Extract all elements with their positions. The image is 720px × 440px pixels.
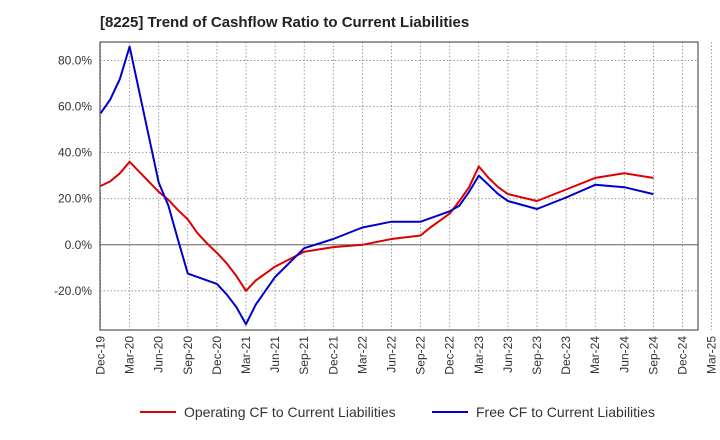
x-tick-labels: Dec-19 Mar-20 Jun-20 Sep-20 Dec-20 Mar-21 Jun-… — [94, 336, 719, 375]
x-tick-label: Mar-23 — [472, 336, 486, 374]
x-tick-label: Sep-20 — [181, 336, 195, 375]
grid-layer — [100, 42, 712, 330]
x-tick-label: Mar-21 — [239, 336, 253, 374]
x-tick-label: Jun-20 — [152, 336, 166, 373]
y-tick-label: 0.0% — [65, 238, 93, 252]
legend-operating: Operating CF to Current Liabilities — [140, 404, 396, 420]
plot-frame — [99, 41, 699, 331]
x-tick-label: Jun-22 — [385, 336, 399, 373]
y-tick-label: 80.0% — [58, 53, 92, 67]
chart-title: [8225] Trend of Cashflow Ratio to Curren… — [100, 14, 470, 31]
x-tick-label: Jun-24 — [617, 336, 631, 373]
series-layer — [99, 45, 654, 326]
x-tick-label: Jun-21 — [268, 336, 282, 373]
x-tick-label: Mar-20 — [123, 336, 137, 374]
x-tick-label: Mar-25 — [705, 336, 719, 374]
x-tick-label: Dec-21 — [326, 336, 340, 375]
x-tick-label: Sep-22 — [414, 336, 428, 375]
x-tick-label: Sep-23 — [530, 336, 544, 375]
legend-operating-swatch — [140, 411, 176, 413]
x-tick-label: Jun-23 — [501, 336, 515, 373]
y-tick-label: 60.0% — [58, 100, 92, 114]
x-tick-label: Dec-24 — [676, 336, 690, 375]
x-tick-label: Dec-20 — [210, 336, 224, 375]
x-tick-label: Dec-23 — [559, 336, 573, 375]
legend-free-label: Free CF to Current Liabilities — [476, 404, 655, 420]
y-tick-label: 20.0% — [58, 192, 92, 206]
y-tick-label: -20.0% — [54, 284, 92, 298]
series-line-operating-cf-to-current-liabilities — [100, 160, 654, 292]
legend-free-swatch — [432, 411, 468, 413]
x-tick-label: Dec-22 — [443, 336, 457, 375]
x-tick-label: Mar-22 — [355, 336, 369, 374]
x-tick-label: Mar-24 — [588, 336, 602, 374]
series-line-free-cf-to-current-liabilities — [99, 45, 654, 326]
legend-operating-label: Operating CF to Current Liabilities — [184, 404, 396, 420]
y-tick-labels: 80.0% 60.0% 40.0% 20.0% 0.0% -20.0% — [54, 53, 92, 297]
y-tick-label: 40.0% — [58, 146, 92, 160]
x-tick-label: Sep-21 — [297, 336, 311, 375]
legend-free: Free CF to Current Liabilities — [432, 404, 655, 420]
x-tick-label: Sep-24 — [646, 336, 660, 375]
x-tick-label: Dec-19 — [94, 336, 108, 375]
